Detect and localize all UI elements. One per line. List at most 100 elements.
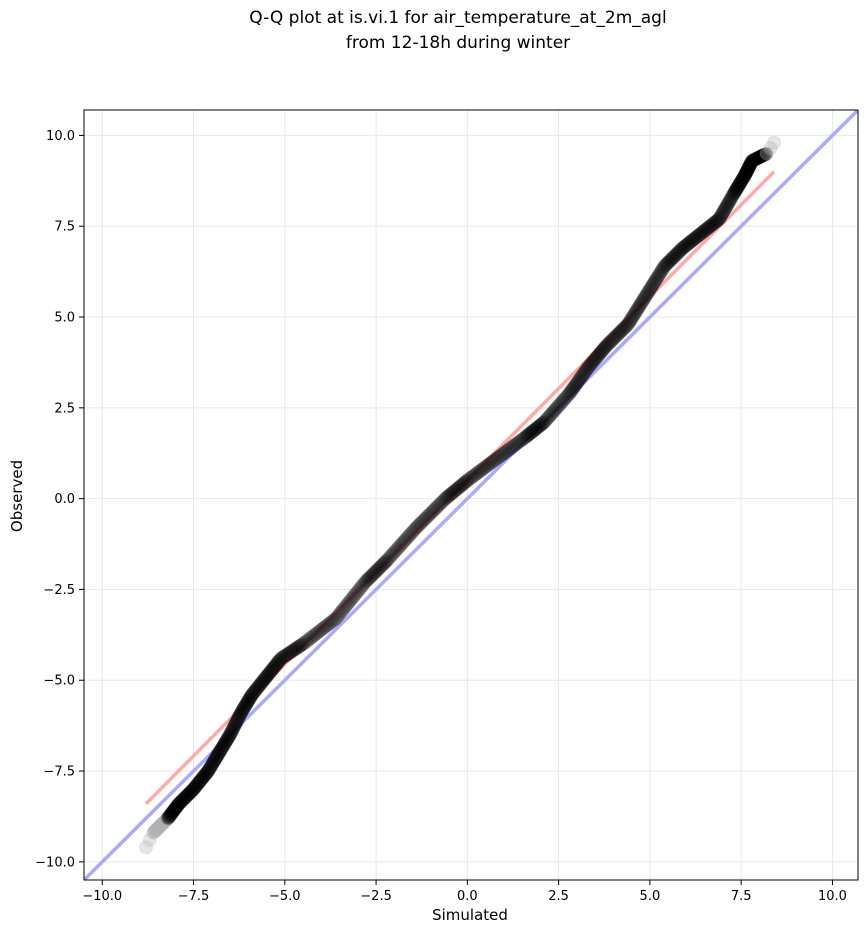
- quantile-point: [253, 677, 268, 692]
- quantile-point: [264, 663, 279, 677]
- quantile-point: [354, 580, 369, 595]
- quantile-point: [586, 353, 601, 368]
- quantile-point: [644, 280, 659, 295]
- quantile-point: [657, 259, 672, 274]
- quantile-point: [540, 411, 555, 426]
- quantile-point: [743, 157, 758, 172]
- quantile-point: [461, 472, 476, 487]
- quantile-point: [725, 188, 740, 203]
- quantile-point: [729, 182, 744, 197]
- quantile-point: [370, 563, 385, 578]
- quantile-point: [591, 348, 606, 362]
- quantile-point: [553, 396, 568, 411]
- quantile-point: [634, 296, 649, 311]
- quantile-point: [295, 637, 310, 652]
- quantile-point: [605, 333, 620, 348]
- quantile-point: [482, 456, 497, 471]
- quantile-point: [284, 644, 299, 659]
- quantile-point: [569, 377, 584, 392]
- quantile-point: [203, 759, 218, 774]
- quantile-point: [457, 475, 472, 490]
- quantile-point: [246, 685, 261, 700]
- quantile-point: [694, 225, 709, 240]
- quantile-point: [174, 794, 189, 809]
- quantile-point: [655, 261, 670, 276]
- quantile-point: [348, 586, 363, 601]
- quantile-point: [283, 645, 298, 660]
- quantile-point: [339, 598, 354, 613]
- quantile-point: [706, 216, 721, 231]
- quantile-point: [732, 176, 747, 191]
- quantile-point: [157, 814, 172, 829]
- quantile-point: [520, 428, 535, 443]
- quantile-point: [287, 642, 302, 657]
- quantile-point: [600, 338, 615, 353]
- quantile-point: [178, 790, 193, 805]
- quantile-point: [173, 795, 188, 810]
- quantile-point: [738, 167, 753, 182]
- quantile-point: [577, 365, 592, 380]
- quantile-point: [733, 174, 748, 189]
- quantile-point: [223, 727, 238, 742]
- quantile-point: [358, 575, 373, 590]
- quantile-point: [451, 480, 466, 495]
- y-tick-label: −10.0: [35, 855, 75, 870]
- quantile-point: [235, 703, 250, 718]
- quantile-point: [179, 788, 194, 803]
- quantile-point: [445, 485, 460, 500]
- quantile-point: [222, 729, 237, 744]
- quantile-point: [749, 151, 764, 166]
- quantile-point: [429, 500, 444, 515]
- quantile-point: [697, 223, 712, 238]
- quantile-point: [219, 734, 234, 749]
- quantile-point: [514, 432, 529, 447]
- quantile-point: [597, 341, 612, 356]
- quantile-point: [288, 642, 303, 657]
- quantile-point: [630, 302, 645, 317]
- quantile-point: [442, 488, 457, 503]
- quantile-point: [486, 453, 501, 468]
- quantile-point: [531, 419, 546, 434]
- quantile-point: [391, 540, 406, 555]
- quantile-point: [594, 345, 609, 360]
- y-tick-label: 7.5: [54, 220, 75, 235]
- quantile-point: [513, 433, 528, 448]
- y-tick-label: −5.0: [43, 674, 75, 689]
- quantile-point: [215, 740, 230, 755]
- quantile-point: [153, 819, 168, 834]
- quantile-point: [588, 351, 603, 366]
- quantile-point: [191, 775, 206, 790]
- quantile-point: [640, 286, 655, 301]
- quantile-point: [534, 417, 549, 432]
- quantile-point: [222, 728, 237, 743]
- quantile-point: [742, 159, 757, 174]
- quantile-point: [212, 745, 227, 760]
- quantile-point: [154, 817, 169, 832]
- quantile-point: [755, 148, 770, 163]
- quantile-point: [593, 346, 608, 361]
- quantile-point: [170, 798, 185, 813]
- quantile-point: [211, 746, 226, 761]
- quantile-point: [292, 639, 307, 654]
- quantile-point: [251, 679, 266, 694]
- quantile-point: [608, 330, 623, 345]
- quantile-point: [212, 745, 227, 760]
- quantile-point: [268, 658, 283, 673]
- quantile-point: [722, 193, 737, 208]
- quantile-point: [364, 569, 379, 584]
- quantile-point: [708, 214, 723, 229]
- quantile-point: [716, 203, 731, 218]
- quantile-point: [168, 800, 183, 815]
- quantile-point: [207, 754, 222, 769]
- quantile-point: [579, 363, 594, 378]
- quantile-point: [193, 773, 208, 788]
- quantile-point: [271, 654, 286, 669]
- quantile-point: [241, 692, 256, 707]
- quantile-point: [230, 713, 245, 728]
- quantile-point: [453, 479, 468, 494]
- quantile-point: [266, 661, 281, 676]
- quantile-point: [756, 148, 771, 163]
- quantile-point: [571, 373, 586, 388]
- quantile-point: [682, 235, 697, 250]
- quantile-point: [678, 239, 693, 254]
